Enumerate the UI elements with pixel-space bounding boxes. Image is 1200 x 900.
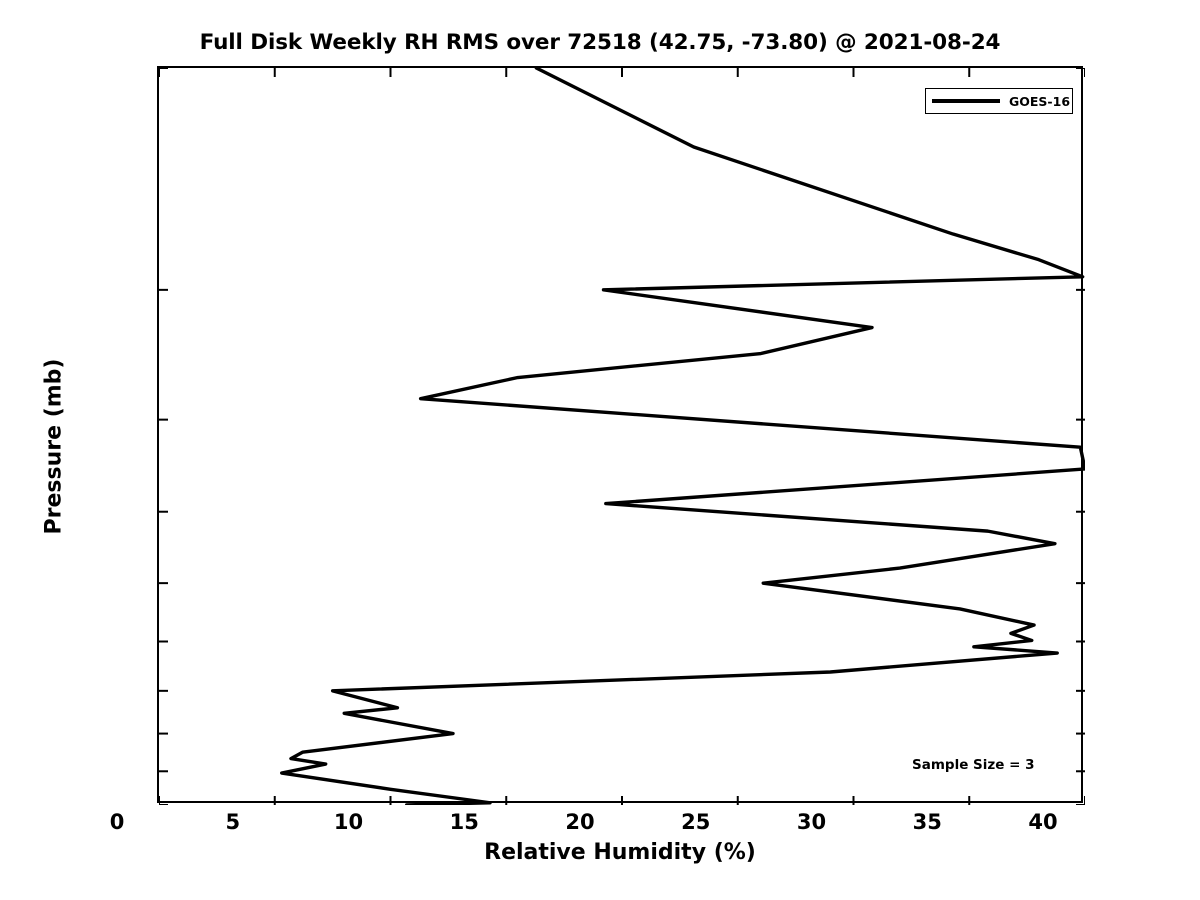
x-tick-label-0: 0 <box>109 810 125 834</box>
x-tick-label-20: 20 <box>565 810 595 834</box>
series-line-goes-16 <box>279 68 1085 805</box>
x-tick-label-35: 35 <box>912 810 942 834</box>
x-tick-label-40: 40 <box>1028 810 1058 834</box>
legend-swatch-goes-16 <box>932 99 1000 103</box>
axis-tick-marks <box>159 68 1085 805</box>
data-series-canvas <box>159 68 1085 805</box>
series-lines <box>279 68 1085 805</box>
plot-area <box>157 66 1085 805</box>
legend: GOES-16 <box>925 88 1073 114</box>
x-tick-label-15: 15 <box>449 810 479 834</box>
legend-label-goes-16: GOES-16 <box>1009 93 1071 109</box>
sample-size-annotation: Sample Size = 3 <box>912 757 1035 773</box>
x-tick-label-10: 10 <box>333 810 364 834</box>
y-axis-label: Pressure (mb) <box>41 358 67 535</box>
x-tick-label-5: 5 <box>225 810 241 834</box>
x-axis-label: Relative Humidity (%) <box>484 840 756 865</box>
x-tick-label-25: 25 <box>681 810 711 834</box>
x-tick-label-30: 30 <box>796 810 827 834</box>
page-title: Full Disk Weekly RH RMS over 72518 (42.7… <box>199 30 1001 55</box>
